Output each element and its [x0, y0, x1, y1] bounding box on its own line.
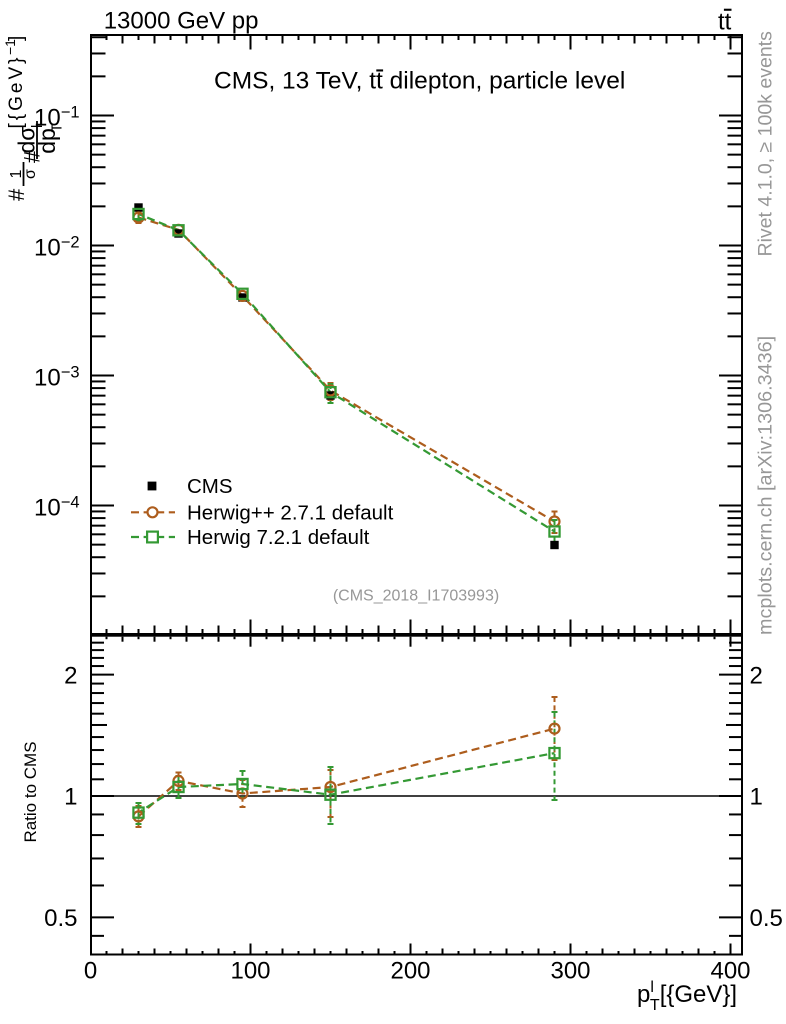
svg-text:13000 GeV pp: 13000 GeV pp [104, 8, 259, 35]
svg-text:CMS, 13 TeV, tt dilepton, part: CMS, 13 TeV, tt dilepton, particle level [214, 68, 625, 95]
svg-text:0.5: 0.5 [44, 905, 77, 932]
svg-text:mcplots.cern.ch [arXiv:1306.34: mcplots.cern.ch [arXiv:1306.3436] [755, 336, 777, 635]
svg-text:#: # [20, 150, 45, 163]
svg-text:Ratio to CMS: Ratio to CMS [21, 741, 40, 842]
svg-text:Rivet 4.1.0, ≥ 100k events: Rivet 4.1.0, ≥ 100k events [755, 31, 777, 257]
svg-text:1: 1 [750, 784, 763, 811]
svg-text:2: 2 [64, 662, 77, 689]
svg-text:−1: −1 [2, 39, 18, 55]
svg-text:100: 100 [230, 958, 270, 985]
svg-text:Herwig 7.2.1 default: Herwig 7.2.1 default [187, 526, 370, 549]
svg-text:dp: dp [34, 128, 60, 154]
svg-text:plT[{GeV}]: pl T[{GeV}] [637, 979, 737, 1014]
svg-text:1: 1 [64, 784, 77, 811]
svg-text:(CMS_2018_I1703993): (CMS_2018_I1703993) [333, 588, 499, 605]
svg-text:CMS: CMS [187, 475, 233, 498]
svg-text:T: T [49, 123, 66, 132]
svg-text:Herwig++ 2.7.1 default: Herwig++ 2.7.1 default [187, 501, 394, 524]
svg-text:10−2: 10−2 [34, 234, 80, 262]
svg-text:2: 2 [750, 662, 763, 689]
svg-text:σ: σ [22, 169, 39, 179]
svg-text:1: 1 [8, 169, 25, 178]
svg-text:#: # [4, 188, 29, 201]
svg-text:300: 300 [550, 958, 590, 985]
svg-text:tt: tt [718, 9, 732, 36]
svg-text:200: 200 [390, 958, 430, 985]
svg-text:400: 400 [710, 958, 750, 985]
svg-text:[{GeV}: [{GeV} [6, 55, 27, 129]
svg-text:0: 0 [84, 958, 97, 985]
svg-text:l: l [29, 125, 46, 128]
svg-text:dσ: dσ [14, 127, 40, 154]
svg-text:0.5: 0.5 [750, 905, 783, 932]
svg-text:]: ] [6, 36, 27, 41]
svg-text:10−4: 10−4 [34, 494, 80, 522]
